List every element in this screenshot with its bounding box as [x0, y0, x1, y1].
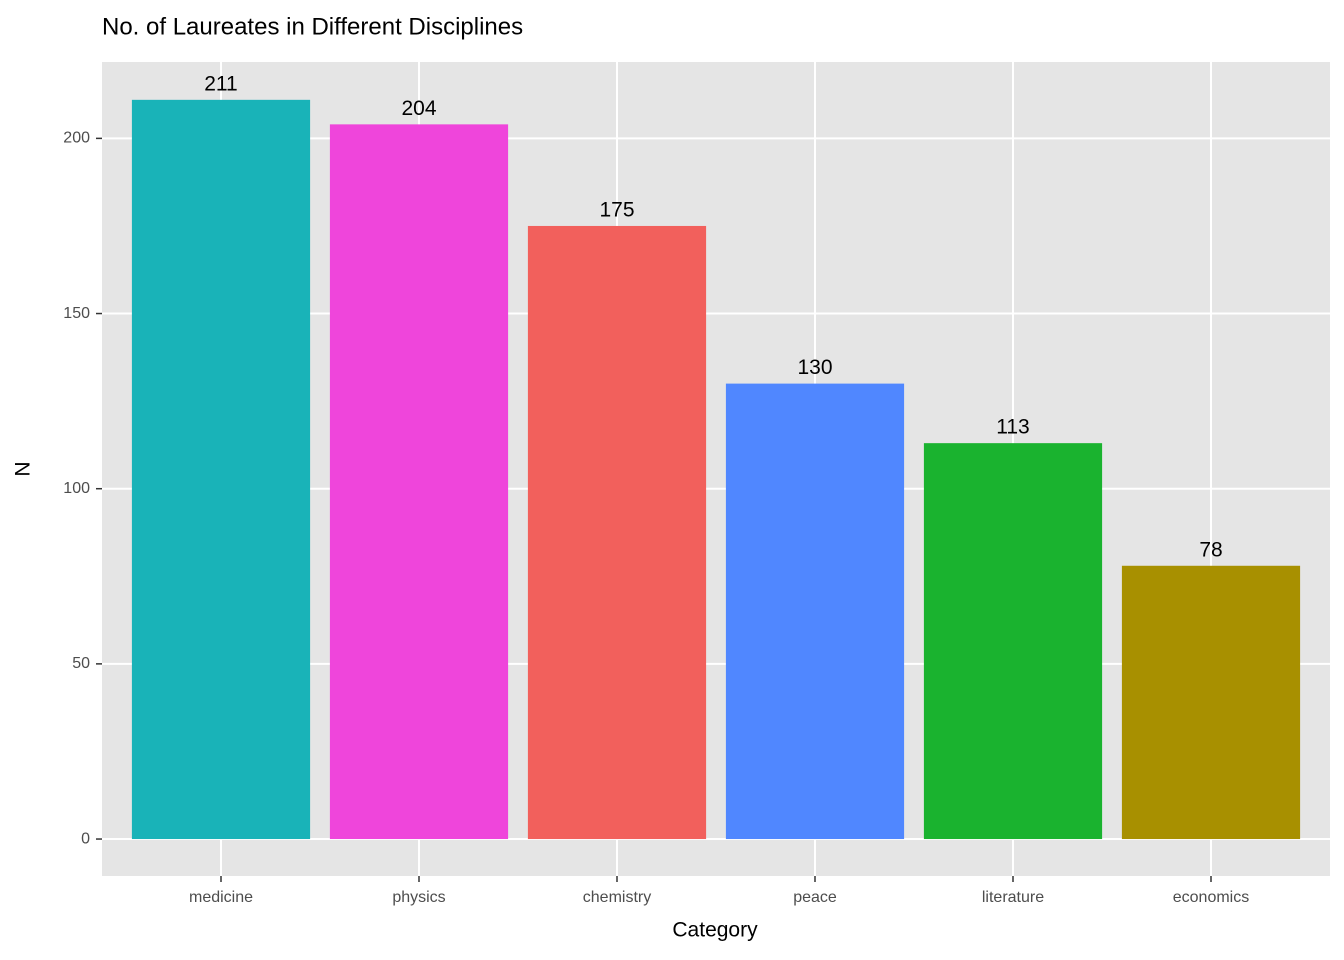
- bar: [527, 225, 707, 840]
- chart-title: No. of Laureates in Different Discipline…: [102, 13, 523, 40]
- x-tick-label: physics: [392, 889, 445, 906]
- x-tick-label: medicine: [189, 889, 253, 906]
- data-label: 130: [797, 356, 832, 379]
- y-tick-label: 100: [63, 480, 90, 497]
- x-tick-label: literature: [982, 889, 1044, 906]
- bar: [329, 124, 509, 840]
- bar: [1121, 565, 1301, 840]
- y-tick-label: 150: [63, 305, 90, 322]
- y-axis-label: N: [12, 461, 35, 476]
- y-tick-label: 50: [72, 655, 90, 672]
- data-label: 175: [599, 199, 634, 222]
- y-tick-label: 200: [63, 130, 90, 147]
- bar: [923, 443, 1103, 840]
- data-label: 211: [204, 72, 237, 95]
- bar: [725, 383, 905, 840]
- bar: [131, 99, 311, 840]
- x-tick-label: economics: [1173, 889, 1249, 906]
- data-label: 204: [401, 97, 436, 120]
- y-tick-label: 0: [81, 830, 90, 847]
- data-label: 78: [1199, 538, 1222, 561]
- x-axis-label: Category: [672, 919, 758, 942]
- x-tick-label: peace: [793, 889, 837, 906]
- data-label: 113: [996, 416, 1029, 439]
- x-tick-label: chemistry: [583, 889, 651, 906]
